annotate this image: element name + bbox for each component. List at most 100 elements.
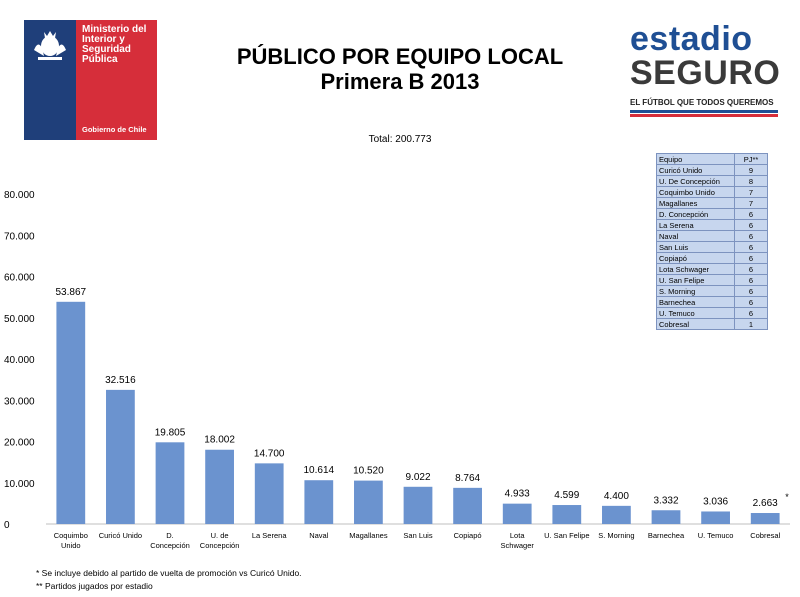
value-label: 9.022 bbox=[405, 472, 430, 483]
category-label: Concepción bbox=[200, 541, 240, 550]
team-cell: San Luis bbox=[656, 241, 735, 253]
bar bbox=[502, 503, 532, 524]
estadio-seguro-logo: estadio SEGURO EL FÚTBOL QUE TODOS QUERE… bbox=[628, 22, 780, 122]
matches-cell: 6 bbox=[734, 285, 768, 297]
matches-cell: 6 bbox=[734, 219, 768, 231]
value-label: 10.614 bbox=[304, 465, 335, 476]
team-cell: U. San Felipe bbox=[656, 274, 735, 286]
logo-red-panel bbox=[76, 20, 157, 140]
bar bbox=[106, 389, 135, 524]
table-row: S. Morning 6 bbox=[656, 285, 768, 297]
value-label: 4.400 bbox=[604, 491, 629, 502]
bar bbox=[354, 480, 383, 524]
table-row: Naval 6 bbox=[656, 230, 768, 242]
bar bbox=[651, 510, 681, 524]
footnote-2: ** Partidos jugados por estadio bbox=[36, 581, 153, 591]
value-label: 4.933 bbox=[505, 489, 530, 500]
matches-cell: 6 bbox=[734, 230, 768, 242]
team-cell: Curicó Unido bbox=[656, 164, 735, 176]
category-label: Curicó Unido bbox=[99, 531, 142, 540]
bar bbox=[205, 449, 234, 524]
bar bbox=[304, 480, 334, 524]
category-label: Naval bbox=[309, 531, 329, 540]
team-cell: U. Temuco bbox=[656, 307, 735, 319]
value-label: 14.700 bbox=[254, 448, 285, 459]
category-label: La Serena bbox=[252, 531, 287, 540]
ministry-line: Pública bbox=[82, 54, 118, 65]
logo-slogan: EL FÚTBOL QUE TODOS QUEREMOS bbox=[630, 98, 774, 107]
team-cell: Cobresal bbox=[656, 318, 735, 330]
category-label: Coquimbo bbox=[54, 531, 88, 540]
table-row: Barnechea 6 bbox=[656, 296, 768, 308]
table-row: Curicó Unido 9 bbox=[656, 164, 768, 176]
matches-cell: 1 bbox=[734, 318, 768, 330]
bar bbox=[602, 505, 631, 524]
table-row: U. San Felipe 6 bbox=[656, 274, 768, 286]
y-tick-label: 30.000 bbox=[4, 396, 35, 407]
y-tick-label: 20.000 bbox=[4, 438, 35, 449]
gobierno-label: Gobierno de Chile bbox=[82, 125, 147, 134]
category-label: Schwager bbox=[501, 541, 535, 550]
value-label: 32.516 bbox=[105, 375, 136, 386]
table-header-cell: Equipo bbox=[656, 153, 735, 165]
value-label: 4.599 bbox=[554, 490, 579, 501]
team-cell: Coquimbo Unido bbox=[656, 186, 735, 198]
value-label: 3.332 bbox=[653, 495, 678, 506]
value-label: 10.520 bbox=[353, 466, 384, 477]
table-row: Cobresal 1 bbox=[656, 318, 768, 330]
bar bbox=[403, 486, 433, 524]
team-cell: D. Concepción bbox=[656, 208, 735, 220]
table-row: U. Temuco 6 bbox=[656, 307, 768, 319]
matches-played-table: Equipo PJ** Curicó Unido 9 U. De Concepción 8… bbox=[656, 153, 768, 330]
matches-cell: 8 bbox=[734, 175, 768, 187]
matches-cell: 6 bbox=[734, 252, 768, 264]
bar bbox=[56, 301, 86, 524]
bar bbox=[750, 513, 780, 524]
value-label: 18.002 bbox=[204, 435, 235, 446]
table-row: Lota Schwager 6 bbox=[656, 263, 768, 275]
ministry-line: Interior y bbox=[82, 34, 125, 45]
ministerio-logo: Ministerio del Interior y Seguridad Públ… bbox=[24, 20, 157, 140]
category-label: U. de bbox=[211, 531, 229, 540]
ministry-line: Seguridad bbox=[82, 44, 131, 55]
team-cell: Barnechea bbox=[656, 296, 735, 308]
team-cell: Magallanes bbox=[656, 197, 735, 209]
category-label: D. bbox=[166, 531, 174, 540]
category-label: Lota bbox=[510, 531, 525, 540]
coat-of-arms-icon bbox=[34, 31, 66, 60]
logo-word-seguro: SEGURO bbox=[630, 54, 781, 92]
matches-cell: 6 bbox=[734, 263, 768, 275]
table-row: San Luis 6 bbox=[656, 241, 768, 253]
category-label: Unido bbox=[61, 541, 81, 550]
ministry-line: Ministerio del bbox=[82, 24, 147, 35]
y-tick-label: 0 bbox=[4, 520, 10, 531]
category-label: Barnechea bbox=[648, 531, 685, 540]
table-row: D. Concepción 6 bbox=[656, 208, 768, 220]
table-header-cell: PJ** bbox=[734, 153, 768, 165]
team-cell: Naval bbox=[656, 230, 735, 242]
team-cell: Lota Schwager bbox=[656, 263, 735, 275]
value-label: 19.805 bbox=[155, 427, 186, 438]
matches-cell: 7 bbox=[734, 197, 768, 209]
y-tick-label: 10.000 bbox=[4, 479, 35, 490]
y-tick-label: 50.000 bbox=[4, 314, 35, 325]
footnote-marker: * bbox=[785, 492, 789, 502]
team-cell: La Serena bbox=[656, 219, 735, 231]
matches-cell: 6 bbox=[734, 208, 768, 220]
value-label: 3.036 bbox=[703, 496, 728, 507]
bar bbox=[552, 505, 582, 524]
value-label: 8.764 bbox=[455, 473, 480, 484]
team-cell: Copiapó bbox=[656, 252, 735, 264]
y-tick-label: 70.000 bbox=[4, 231, 35, 242]
bar bbox=[453, 487, 482, 524]
logo-stripe-red bbox=[630, 114, 778, 117]
value-label: 53.867 bbox=[56, 287, 87, 298]
matches-cell: 6 bbox=[734, 307, 768, 319]
bar bbox=[254, 463, 284, 524]
matches-cell: 6 bbox=[734, 296, 768, 308]
bar bbox=[155, 442, 185, 524]
category-label: Magallanes bbox=[349, 531, 388, 540]
table-row: Coquimbo Unido 7 bbox=[656, 186, 768, 198]
y-tick-label: 80.000 bbox=[4, 190, 35, 201]
y-tick-label: 40.000 bbox=[4, 355, 35, 366]
